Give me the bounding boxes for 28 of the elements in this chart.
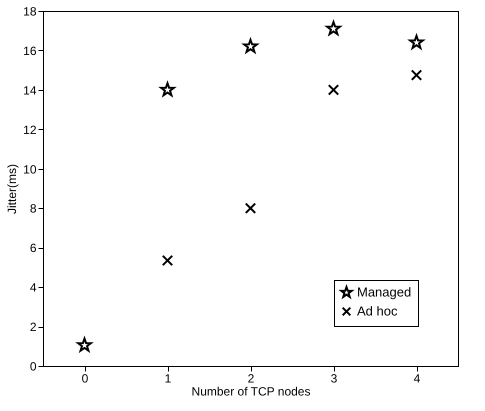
point (410, 69, 422, 81)
x-tick-label: 1 (164, 372, 172, 386)
point (326, 21, 341, 36)
y-tick-label: 4 (30, 280, 37, 295)
y-tick-label: 10 (23, 162, 37, 176)
x-tick-label: 0 (82, 372, 89, 386)
point (160, 82, 175, 96)
y-tick-label: 2 (30, 320, 37, 334)
point (409, 34, 424, 49)
x-tick-label: 3 (330, 372, 338, 386)
y-tick-label: 18 (23, 4, 37, 18)
point (244, 202, 256, 214)
y-tick-label: 14 (23, 83, 37, 98)
legend-label: Ad hoc (357, 304, 398, 318)
point (328, 84, 340, 96)
x-tick-label: 2 (248, 372, 255, 386)
y-tick-label: 16 (23, 44, 37, 58)
x-tick-label: 4 (414, 372, 421, 386)
point (77, 338, 92, 352)
legend-label: Managed (357, 284, 412, 300)
y-tick-label: 12 (23, 122, 37, 137)
y-tick-label: 6 (30, 241, 37, 256)
x-axis-title: Number of TCP nodes (192, 384, 310, 398)
y-axis-title: Jitter(ms) (5, 164, 20, 214)
y-tick-label: 8 (30, 202, 37, 216)
point (243, 38, 258, 53)
y-tick-label: 0 (30, 360, 37, 374)
point (162, 254, 174, 266)
